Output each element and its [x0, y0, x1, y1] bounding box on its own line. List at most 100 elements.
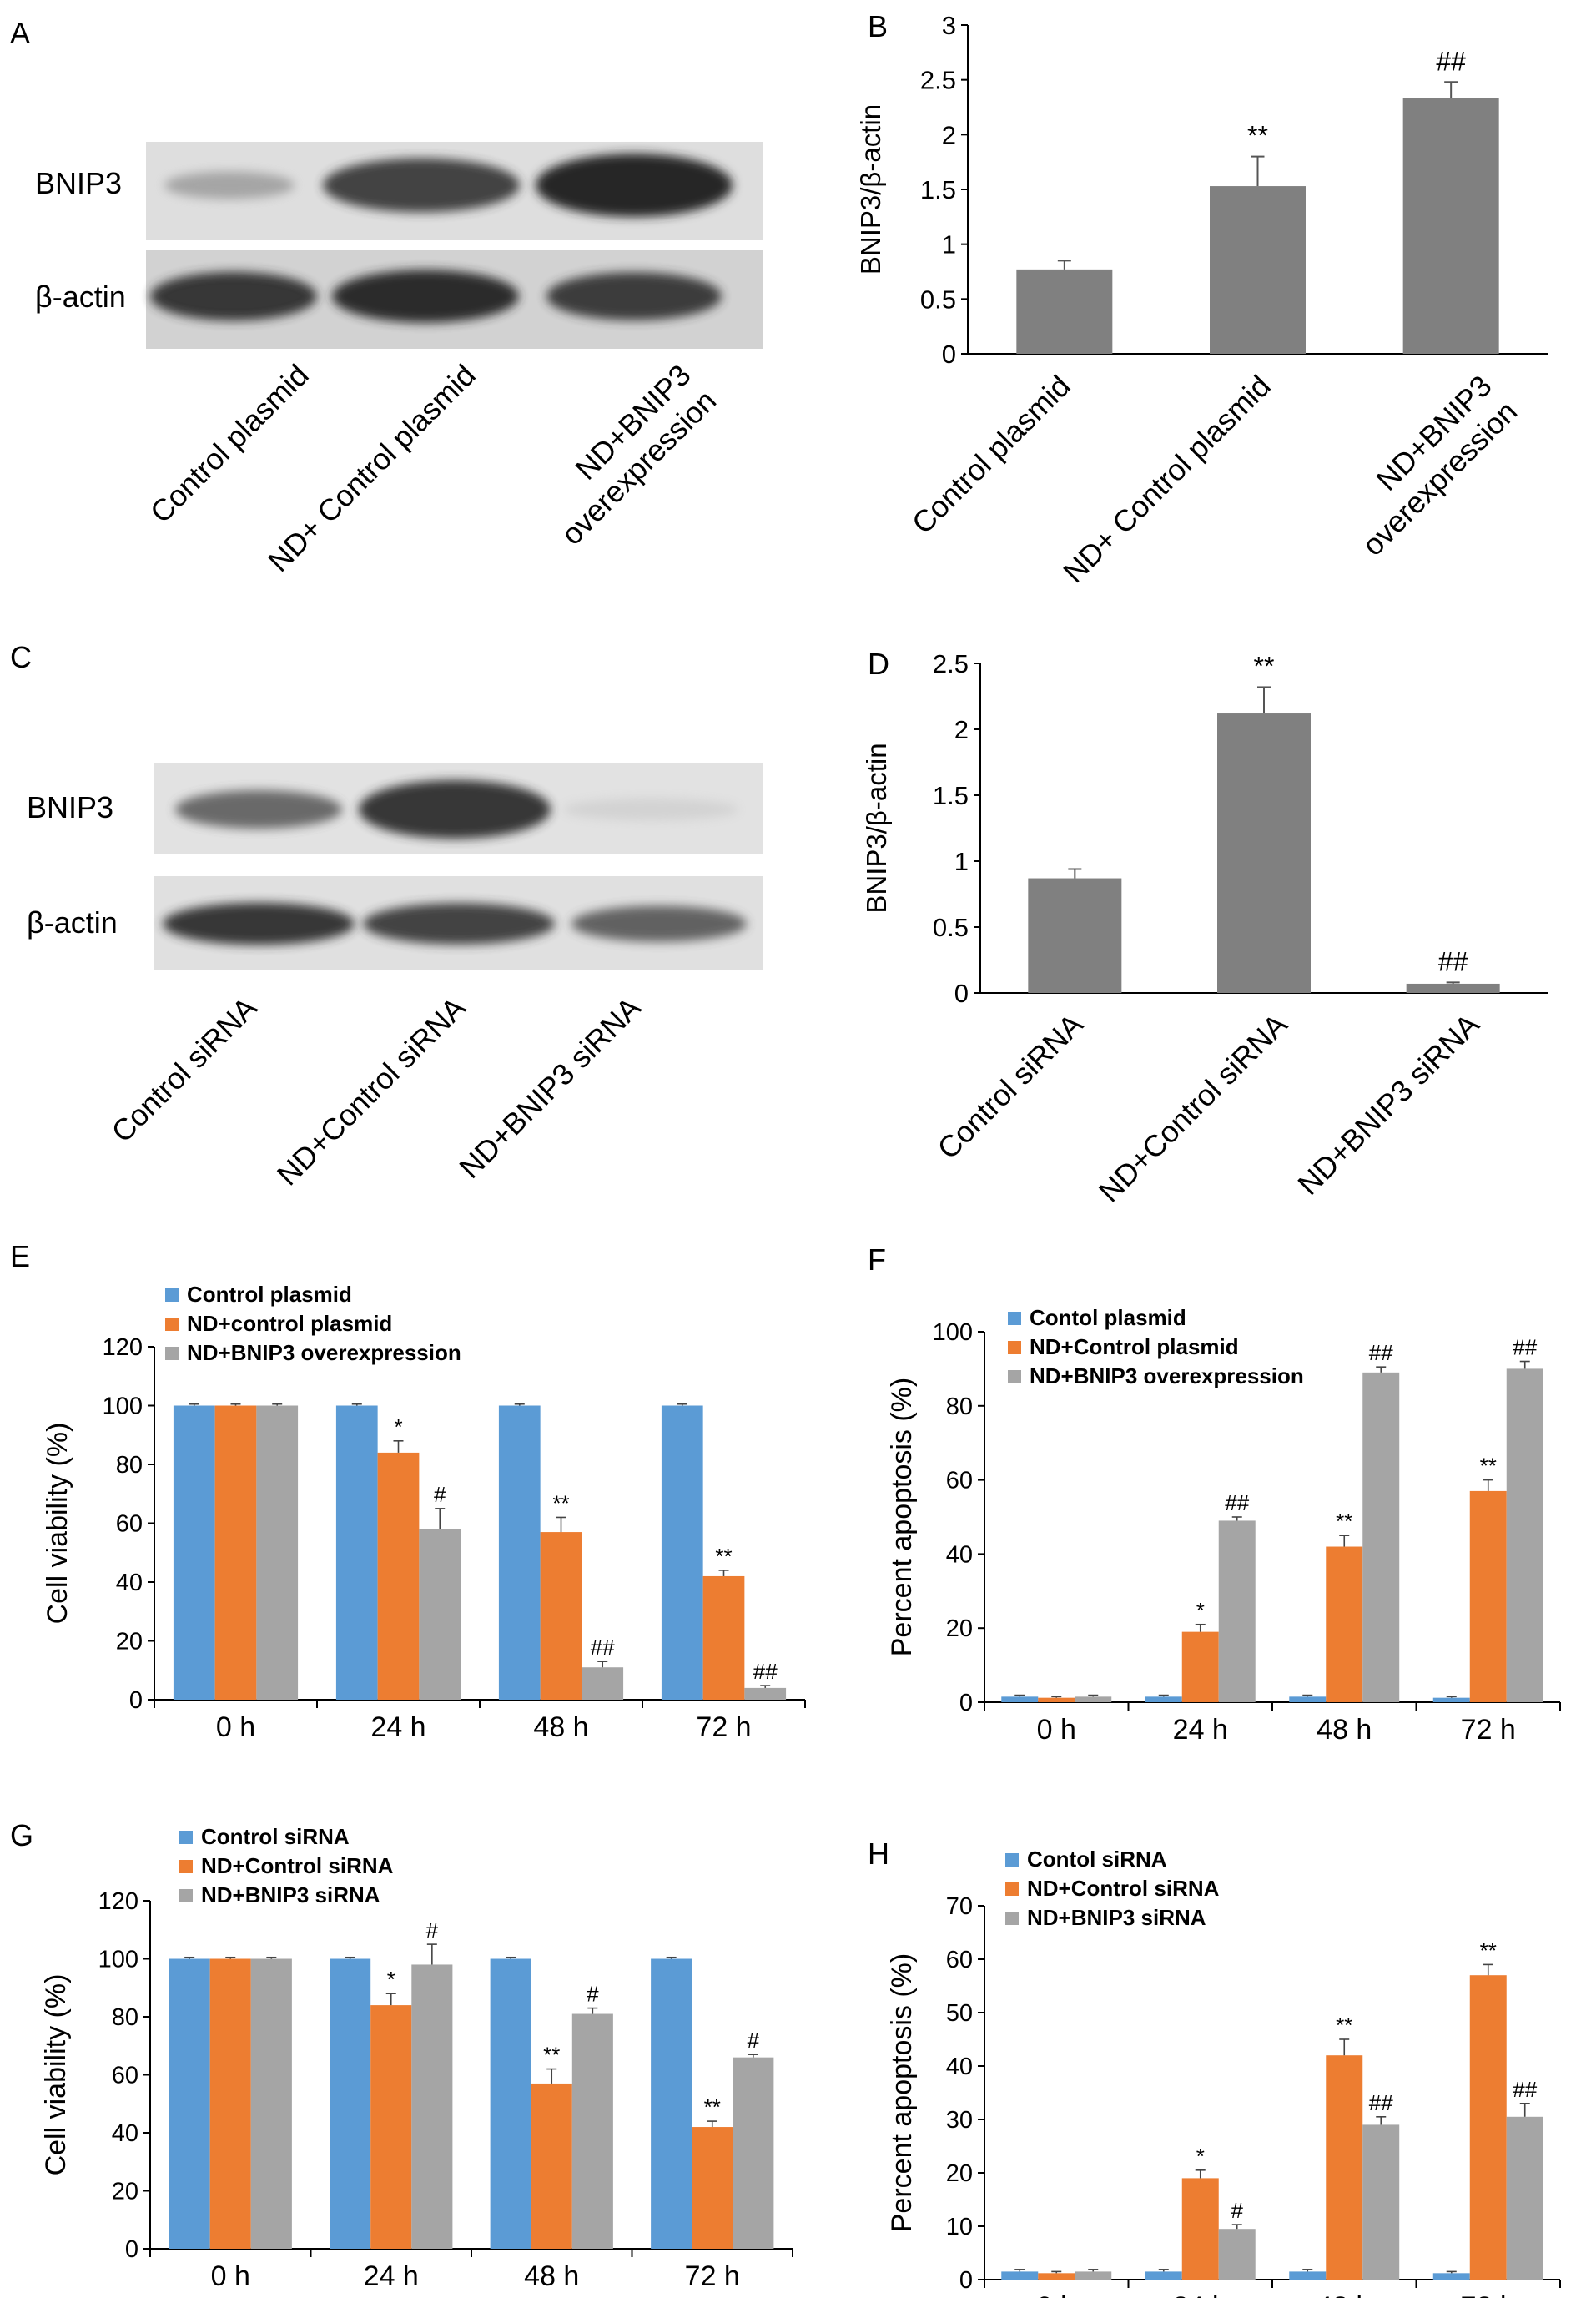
chart-f-category-label-2: 48 h — [1317, 1714, 1372, 1746]
chart-g-bar-s1-c1 — [370, 2005, 412, 2249]
chart-d-category-label-1-line-0: ND+Control siRNA — [1092, 1007, 1294, 1209]
chart-e-legend-swatch-1 — [165, 1318, 179, 1331]
chart-b-category-label-1: ND+ Control plasmid — [1056, 369, 1277, 590]
chart-f-ytick-label-1: 20 — [946, 1615, 973, 1642]
chart-f-annotation-s1-c3: ** — [1480, 1454, 1497, 1479]
chart-h-ytick-label-0: 0 — [959, 2267, 973, 2294]
chart-h-legend-swatch-0 — [1005, 1853, 1019, 1867]
chart-e-bar-s1-c1 — [377, 1452, 420, 1700]
blot-a-band-r1-l2 — [546, 272, 722, 320]
chart-f-legend-label-0: Contol plasmid — [1030, 1305, 1186, 1330]
chart-d-ytick-label-3: 1.5 — [933, 781, 969, 810]
chart-f-bar-s0-c2 — [1289, 1696, 1327, 1702]
chart-e-category-label-0: 0 h — [216, 1711, 255, 1743]
chart-h-bar-s1-c3 — [1469, 1975, 1507, 2280]
chart-e-ytick-label-5: 100 — [103, 1393, 143, 1420]
chart-h-legend-swatch-1 — [1005, 1882, 1019, 1896]
chart-b-ytick-label-0: 0 — [942, 340, 956, 369]
chart-b-ytick-label-6: 3 — [942, 11, 956, 40]
chart-g-legend-swatch-2 — [179, 1889, 193, 1902]
panel-letter-e: E — [10, 1239, 30, 1273]
chart-g-category-label-0: 0 h — [211, 2260, 250, 2292]
chart-b-ytick-label-4: 2 — [942, 120, 956, 149]
chart-f-bar-s1-c0 — [1038, 1697, 1075, 1702]
chart-e-category-label-1: 24 h — [370, 1711, 425, 1743]
chart-h-bar-s0-c2 — [1289, 2271, 1327, 2280]
chart-f-ytick-label-5: 100 — [933, 1319, 973, 1346]
chart-d-bar-0 — [1028, 878, 1122, 993]
panel-letter-g: G — [10, 1818, 33, 1852]
chart-b-annotation-1: ** — [1247, 121, 1268, 151]
chart-f-bar-s1-c2 — [1326, 1546, 1363, 1702]
chart-h-category-label-3: 72 h — [1461, 2291, 1516, 2298]
chart-h-bar-s1-c0 — [1038, 2273, 1075, 2280]
chart-g-category-label-3: 72 h — [685, 2260, 740, 2292]
chart-h-annotation-s2-c2: ## — [1369, 2090, 1393, 2115]
chart-d-ytick-label-1: 0.5 — [933, 913, 969, 942]
chart-d-annotation-2: ## — [1438, 946, 1468, 976]
chart-f-legend-swatch-0 — [1008, 1312, 1021, 1325]
chart-e-annotation-s2-c1: # — [434, 1482, 446, 1507]
chart-g-annotation-s2-c2: # — [587, 1982, 599, 2007]
chart-e-category-label-2: 48 h — [533, 1711, 588, 1743]
blot-c-lane-label-1: ND+Control siRNA — [270, 990, 472, 1192]
chart-f-ytick-label-3: 60 — [946, 1468, 973, 1494]
chart-f-bar-s0-c0 — [1001, 1696, 1039, 1702]
chart-g-annotation-s1-c3: ** — [704, 2094, 721, 2119]
chart-f-annotation-s1-c2: ** — [1336, 1509, 1352, 1534]
chart-d-category-label-2-line-0: ND+BNIP3 siRNA — [1291, 1007, 1485, 1202]
chart-e-legend-swatch-2 — [165, 1347, 179, 1360]
chart-f-bar-s2-c2 — [1362, 1372, 1400, 1702]
chart-d-bar-1 — [1217, 713, 1311, 993]
chart-e-bar-s1-c3 — [702, 1575, 745, 1700]
chart-h-bar-s2-c2 — [1362, 2124, 1400, 2280]
chart-g-category-label-2: 48 h — [524, 2260, 579, 2292]
chart-g-bar-s1-c2 — [531, 2083, 572, 2249]
blot-c-lane-label-0: Control siRNA — [104, 990, 263, 1149]
chart-g-bar-s0-c1 — [330, 1958, 371, 2249]
chart-h-bar-s2-c0 — [1075, 2271, 1112, 2280]
chart-f-y-axis-label: Percent apoptosis (%) — [886, 1378, 918, 1657]
chart-e-annotation-s1-c2: ** — [552, 1490, 569, 1515]
chart-h-ytick-label-4: 40 — [946, 2054, 973, 2080]
chart-e-ytick-label-3: 60 — [116, 1511, 143, 1538]
chart-h-legend-label-1: ND+Control siRNA — [1027, 1876, 1220, 1901]
chart-b-category-label-0: Control plasmid — [905, 369, 1077, 541]
chart-h-ytick-label-3: 30 — [946, 2107, 973, 2134]
chart-d-category-label-1: ND+Control siRNA — [1092, 1007, 1294, 1209]
chart-d-ytick-label-0: 0 — [954, 979, 969, 1008]
chart-h-annotation-s2-c1: # — [1231, 2198, 1244, 2223]
chart-g-bar-s2-c1 — [411, 1964, 453, 2249]
chart-h-annotation-s1-c1: * — [1196, 2144, 1205, 2169]
chart-d-category-label-0: Control siRNA — [930, 1007, 1089, 1166]
chart-g: 0 20 40 60 80 100 120 Cell viability (%) 0 h 24 h… — [40, 1824, 793, 2292]
chart-d-category-label-2: ND+BNIP3 siRNA — [1291, 1007, 1485, 1202]
blot-a-band-r0-l0 — [164, 171, 295, 199]
chart-h: 0 10 20 30 40 50 60 70 Percent apoptosis (%) 0 h 2… — [886, 1847, 1561, 2298]
blot-a-row-label-actin: β-actin — [35, 280, 126, 314]
chart-b-ytick-label-2: 1 — [942, 230, 956, 260]
chart-h-legend-label-0: Contol siRNA — [1027, 1847, 1167, 1872]
blot-c-band-r1-l0 — [163, 902, 355, 945]
chart-f-bar-s2-c0 — [1075, 1696, 1112, 1702]
chart-g-category-label-1: 24 h — [364, 2260, 419, 2292]
chart-e-bar-s2-c3 — [744, 1687, 787, 1700]
chart-g-bar-s0-c0 — [169, 1958, 210, 2249]
blot-a-band-r0-l2 — [536, 154, 733, 217]
chart-b-ytick-label-5: 2.5 — [920, 66, 956, 95]
panel-letter-d: D — [868, 647, 889, 681]
chart-e-annotation-s2-c2: ## — [591, 1635, 615, 1660]
chart-e-category-label-3: 72 h — [696, 1711, 751, 1743]
chart-g-ytick-label-4: 80 — [112, 2004, 138, 2031]
chart-f-bar-s2-c1 — [1218, 1520, 1256, 1702]
chart-h-annotation-s1-c3: ** — [1480, 1938, 1497, 1963]
panel-letter-c: C — [10, 640, 32, 674]
chart-f-ytick-label-0: 0 — [959, 1690, 973, 1716]
chart-g-bar-s1-c3 — [692, 2127, 733, 2249]
chart-g-bar-s2-c0 — [250, 1958, 292, 2249]
chart-f-ytick-label-4: 80 — [946, 1393, 973, 1420]
chart-b-bar-1 — [1210, 186, 1306, 354]
chart-g-ytick-label-3: 60 — [112, 2063, 138, 2089]
